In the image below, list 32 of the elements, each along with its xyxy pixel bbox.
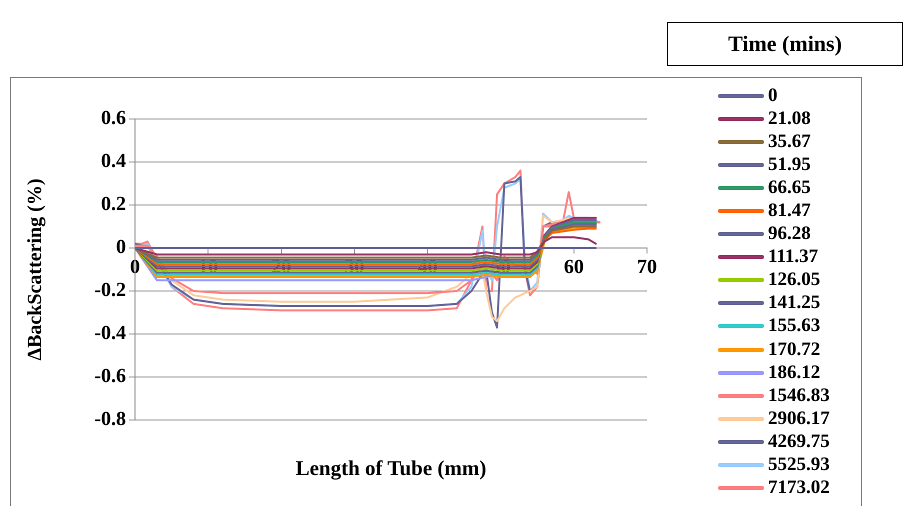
y-tick-label: 0.2 xyxy=(101,193,126,216)
y-tick-label: 0 xyxy=(116,236,126,258)
legend-label: 170.72 xyxy=(768,338,820,360)
x-axis-title: Length of Tube (mm) xyxy=(294,456,488,481)
y-tick-label: 0.6 xyxy=(101,107,126,130)
legend-label: 5525.93 xyxy=(768,454,830,476)
y-tick-label: -0.6 xyxy=(94,365,126,388)
legend-label: 155.63 xyxy=(768,315,820,336)
legend-label: 35.67 xyxy=(768,130,811,152)
x-tick-label: 0 xyxy=(130,256,140,278)
legend-label: 141.25 xyxy=(768,292,820,314)
legend-label: 126.05 xyxy=(768,269,820,290)
legend-label: 1546.83 xyxy=(768,384,830,406)
x-tick-label: 70 xyxy=(637,256,657,278)
y-tick-label: -0.4 xyxy=(94,322,126,344)
legend-label: 2906.17 xyxy=(768,408,830,429)
legend-label: 21.08 xyxy=(768,108,811,129)
legend-title: Time (mins) xyxy=(728,31,842,57)
legend-label: 186.12 xyxy=(768,362,820,383)
legend-label: 81.47 xyxy=(768,200,811,222)
legend-label: 51.95 xyxy=(768,154,811,175)
y-tick-label: 0.4 xyxy=(101,150,126,172)
legend-label: 66.65 xyxy=(768,176,811,198)
legend-label: 4269.75 xyxy=(768,430,830,452)
y-tick-label: -0.8 xyxy=(94,408,126,430)
legend-label: 0 xyxy=(768,84,778,106)
y-tick-label: -0.2 xyxy=(94,279,126,302)
legend-label: 7173.02 xyxy=(768,477,830,498)
y-axis-title: ΔBackScattering (%) xyxy=(24,178,46,360)
x-tick-label: 60 xyxy=(564,256,584,278)
legend-label: 96.28 xyxy=(768,223,811,244)
legend-label: 111.37 xyxy=(768,246,818,268)
